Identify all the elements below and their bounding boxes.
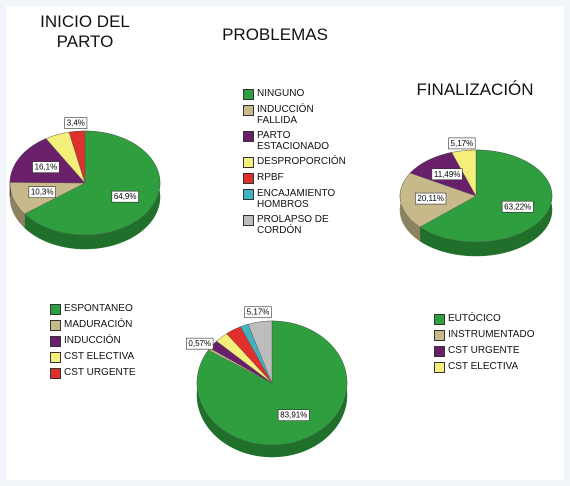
slice: [9, 138, 86, 184]
value-label-box: [448, 137, 476, 150]
legend-swatch: [243, 157, 254, 168]
value-label: 16,1%: [35, 163, 58, 172]
value-label-box: [415, 192, 447, 205]
legend-swatch: [50, 320, 61, 331]
legend-label: CST ELECTIVA: [448, 361, 519, 372]
legend-swatch: [50, 336, 61, 347]
legend-item: MADURACIÓN: [50, 319, 160, 331]
legend-label: NINGUNO: [257, 88, 305, 99]
value-label: 64,9%: [114, 192, 137, 201]
value-label-box: [277, 409, 310, 421]
value-label-box: [32, 161, 60, 173]
legend: NINGUNO INDUCCIÓN FALLIDA PARTO ESTACIONAD…: [243, 88, 346, 240]
legend-swatch: [50, 368, 61, 379]
value-label-box: [431, 168, 463, 181]
value-label: 20,11%: [417, 194, 444, 203]
legend-swatch: [243, 131, 254, 142]
legend-swatch: [243, 173, 254, 184]
legend-label: RPBF: [257, 172, 284, 183]
legend-item: CST URGENTE: [50, 367, 160, 379]
pie-tops: [9, 130, 161, 236]
legend-swatch: [50, 352, 61, 363]
value-label: 10,3%: [31, 188, 54, 197]
slice: [451, 149, 477, 197]
slice: [247, 320, 273, 384]
legend-item: RPBF: [243, 172, 343, 184]
value-label: 11,49%: [434, 170, 461, 179]
legend-item: CST URGENTE: [434, 345, 554, 357]
legend-item: ESPONTANEO: [50, 303, 160, 315]
legend-swatch: [243, 105, 254, 116]
legend-label: CST URGENTE: [64, 367, 136, 378]
legend-item: CST ELECTIVA: [434, 361, 554, 373]
legend-swatch: [434, 362, 445, 373]
legend-swatch: [243, 215, 254, 226]
legend-item: NINGUNO: [243, 88, 343, 100]
value-label-box: [501, 200, 534, 213]
legend-item: INSTRUMENTADO: [434, 329, 554, 341]
legend-item: INDUCCIÓN: [50, 335, 160, 347]
legend-item: CST ELECTIVA: [50, 351, 160, 363]
value-label-box: [64, 117, 88, 129]
slice: [419, 149, 553, 243]
legend: ESPONTANEO MADURACIÓN INDUCCIÓN CST ELECTIV…: [50, 303, 160, 383]
slice: [24, 130, 161, 236]
legend-label: ENCAJAMIENTO HOMBROS: [257, 188, 336, 210]
legend: EUTÓCICO INSTRUMENTADO CST URGENTE CST ELEC…: [434, 313, 554, 377]
legend-swatch: [243, 89, 254, 100]
legend-label: DESPROPORCIÓN: [257, 156, 346, 167]
legend-item: EUTÓCICO: [434, 313, 554, 325]
legend-swatch: [434, 330, 445, 341]
legend-item: PROLAPSO DE CORDÓN: [243, 214, 343, 236]
value-label: 3,4%: [67, 119, 85, 128]
legend-swatch: [50, 304, 61, 315]
value-label-box: [186, 337, 214, 350]
legend-label: MADURACIÓN: [64, 319, 133, 330]
legend-label: INDUCCIÓN: [64, 335, 121, 346]
legend-item: INDUCCIÓN FALLIDA: [243, 104, 343, 126]
value-label: 63,22%: [504, 202, 531, 211]
legend-label: EUTÓCICO: [448, 313, 501, 324]
value-label-box: [28, 186, 56, 198]
legend-label: PROLAPSO DE CORDÓN: [257, 214, 329, 236]
legend-swatch: [434, 346, 445, 357]
slice: [68, 130, 86, 184]
value-label-box: [244, 306, 272, 319]
value-label-box: [111, 190, 139, 203]
chart-title: FINALIZACIÓN: [416, 80, 534, 99]
chart-title: INICIO DEL PARTO: [40, 12, 130, 51]
legend-label: PARTO ESTACIONADO: [257, 130, 330, 152]
legend-item: DESPROPORCIÓN: [243, 156, 346, 168]
legend-item: PARTO ESTACIONADO: [243, 130, 343, 152]
legend-label: ESPONTANEO: [64, 303, 133, 314]
value-label: 5,17%: [451, 139, 474, 148]
legend-label: CST ELECTIVA: [64, 351, 135, 362]
legend-swatch: [243, 189, 254, 200]
legend-label: INDUCCIÓN FALLIDA: [257, 104, 314, 126]
chart-title: PROBLEMAS: [222, 25, 328, 44]
legend-swatch: [434, 314, 445, 325]
legend-item: ENCAJAMIENTO HOMBROS: [243, 188, 343, 210]
pie-tops: [196, 320, 348, 446]
value-label: 83,91%: [280, 411, 307, 420]
value-label: 5,17%: [247, 308, 270, 317]
legend-label: INSTRUMENTADO: [448, 329, 535, 340]
value-label: 0,57%: [188, 339, 211, 348]
legend-label: CST URGENTE: [448, 345, 520, 356]
